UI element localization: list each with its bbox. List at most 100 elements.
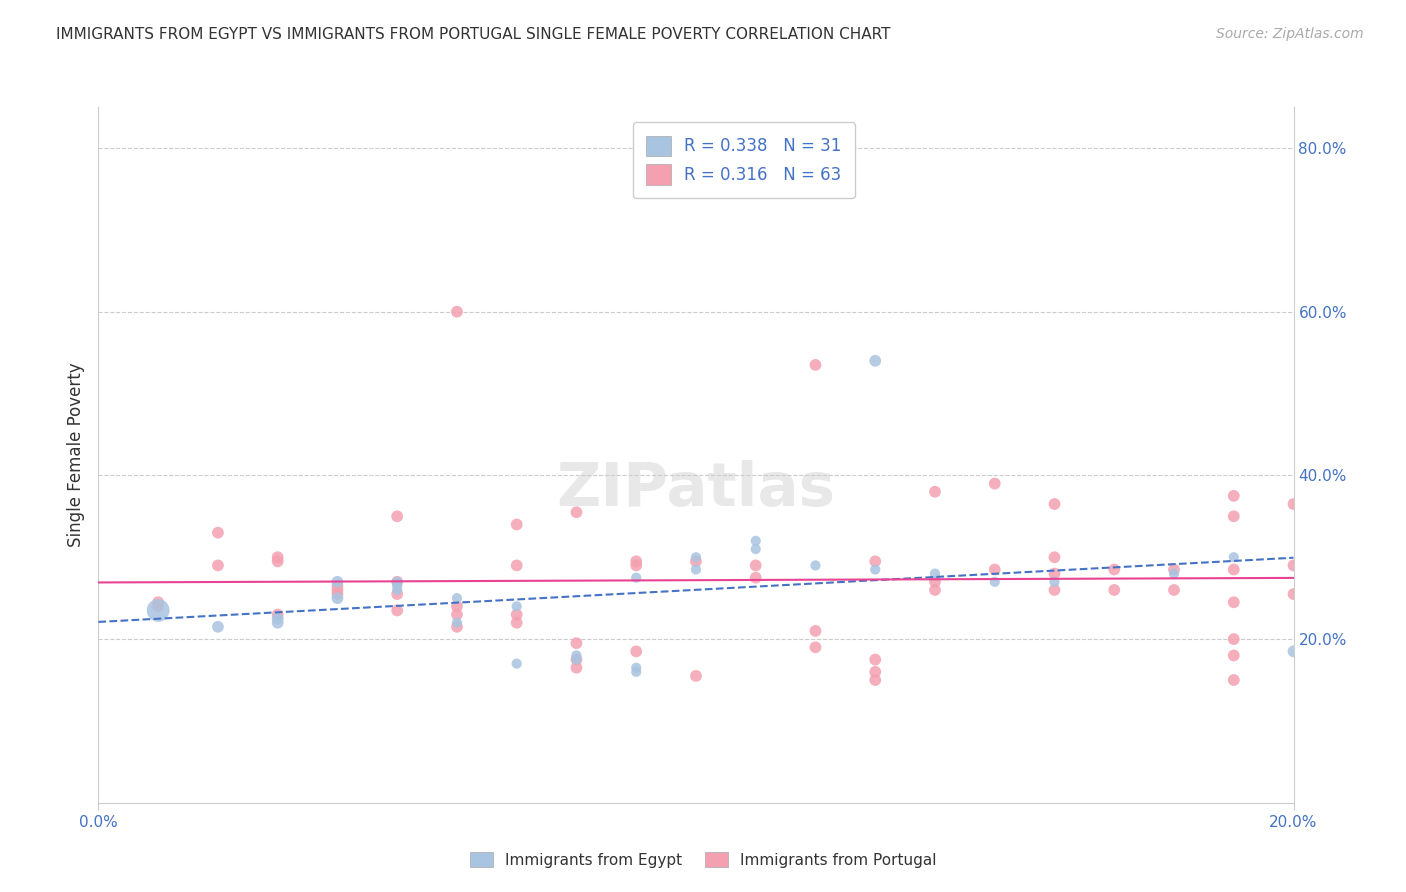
Point bbox=[326, 574, 349, 589]
Point bbox=[385, 582, 409, 597]
Point bbox=[924, 566, 946, 581]
Point bbox=[565, 652, 588, 666]
Point bbox=[983, 476, 1005, 491]
Point bbox=[385, 509, 409, 524]
Point bbox=[446, 607, 468, 622]
Point bbox=[446, 599, 468, 614]
Point bbox=[1163, 566, 1185, 581]
Point bbox=[506, 615, 529, 630]
Point bbox=[385, 603, 409, 617]
Point bbox=[207, 620, 229, 634]
Point bbox=[446, 615, 468, 630]
Text: Source: ZipAtlas.com: Source: ZipAtlas.com bbox=[1216, 27, 1364, 41]
Point bbox=[267, 550, 290, 565]
Point bbox=[148, 603, 170, 617]
Point bbox=[506, 558, 529, 573]
Point bbox=[1102, 562, 1125, 576]
Point bbox=[685, 550, 707, 565]
Point bbox=[148, 595, 170, 609]
Point bbox=[267, 615, 290, 630]
Point bbox=[624, 554, 647, 568]
Point bbox=[924, 484, 946, 499]
Point bbox=[506, 657, 529, 671]
Point bbox=[446, 620, 468, 634]
Point bbox=[1222, 595, 1246, 609]
Point bbox=[148, 599, 170, 614]
Point bbox=[207, 525, 229, 540]
Point bbox=[1043, 497, 1066, 511]
Point bbox=[685, 554, 707, 568]
Point bbox=[267, 607, 290, 622]
Point bbox=[863, 652, 886, 666]
Point bbox=[1282, 497, 1305, 511]
Point bbox=[1282, 587, 1305, 601]
Point bbox=[385, 579, 409, 593]
Point bbox=[1222, 562, 1246, 576]
Point bbox=[1222, 673, 1246, 687]
Point bbox=[863, 665, 886, 679]
Point bbox=[506, 599, 529, 614]
Point bbox=[506, 607, 529, 622]
Point bbox=[267, 554, 290, 568]
Point bbox=[326, 591, 349, 606]
Point bbox=[685, 669, 707, 683]
Point bbox=[1222, 509, 1246, 524]
Point bbox=[1282, 558, 1305, 573]
Legend: Immigrants from Egypt, Immigrants from Portugal: Immigrants from Egypt, Immigrants from P… bbox=[463, 844, 943, 875]
Point bbox=[326, 579, 349, 593]
Point bbox=[1222, 632, 1246, 646]
Point bbox=[863, 353, 886, 368]
Point bbox=[385, 574, 409, 589]
Legend: R = 0.338   N = 31, R = 0.316   N = 63: R = 0.338 N = 31, R = 0.316 N = 63 bbox=[633, 122, 855, 198]
Text: IMMIGRANTS FROM EGYPT VS IMMIGRANTS FROM PORTUGAL SINGLE FEMALE POVERTY CORRELAT: IMMIGRANTS FROM EGYPT VS IMMIGRANTS FROM… bbox=[56, 27, 891, 42]
Point bbox=[385, 587, 409, 601]
Point bbox=[624, 661, 647, 675]
Point bbox=[804, 558, 827, 573]
Point bbox=[924, 582, 946, 597]
Point bbox=[624, 644, 647, 658]
Point bbox=[804, 640, 827, 655]
Point bbox=[1043, 574, 1066, 589]
Point bbox=[207, 558, 229, 573]
Point bbox=[863, 554, 886, 568]
Point bbox=[624, 665, 647, 679]
Point bbox=[565, 652, 588, 666]
Point bbox=[924, 574, 946, 589]
Y-axis label: Single Female Poverty: Single Female Poverty bbox=[66, 363, 84, 547]
Point bbox=[446, 304, 468, 318]
Point bbox=[506, 517, 529, 532]
Point bbox=[1102, 582, 1125, 597]
Point bbox=[863, 673, 886, 687]
Point bbox=[1163, 582, 1185, 597]
Point bbox=[267, 612, 290, 626]
Point bbox=[1282, 644, 1305, 658]
Point bbox=[565, 661, 588, 675]
Point bbox=[983, 562, 1005, 576]
Point bbox=[745, 571, 768, 585]
Point bbox=[1222, 550, 1246, 565]
Point bbox=[804, 358, 827, 372]
Point bbox=[385, 574, 409, 589]
Point bbox=[446, 591, 468, 606]
Point bbox=[565, 636, 588, 650]
Point bbox=[745, 533, 768, 548]
Point bbox=[863, 562, 886, 576]
Point bbox=[326, 582, 349, 597]
Point bbox=[1043, 566, 1066, 581]
Point bbox=[685, 562, 707, 576]
Text: ZIPatlas: ZIPatlas bbox=[557, 460, 835, 519]
Point bbox=[1222, 648, 1246, 663]
Point bbox=[326, 587, 349, 601]
Point bbox=[1222, 489, 1246, 503]
Point bbox=[983, 574, 1005, 589]
Point bbox=[1043, 582, 1066, 597]
Point bbox=[624, 571, 647, 585]
Point bbox=[804, 624, 827, 638]
Point bbox=[565, 505, 588, 519]
Point bbox=[1163, 562, 1185, 576]
Point bbox=[745, 542, 768, 557]
Point bbox=[565, 648, 588, 663]
Point bbox=[1043, 550, 1066, 565]
Point bbox=[624, 558, 647, 573]
Point bbox=[745, 558, 768, 573]
